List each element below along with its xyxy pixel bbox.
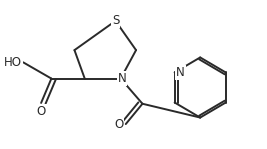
Text: O: O (37, 105, 46, 118)
Text: N: N (176, 66, 185, 79)
Text: S: S (112, 14, 119, 27)
Text: HO: HO (4, 56, 22, 69)
Text: O: O (114, 118, 123, 131)
Text: N: N (117, 72, 126, 85)
